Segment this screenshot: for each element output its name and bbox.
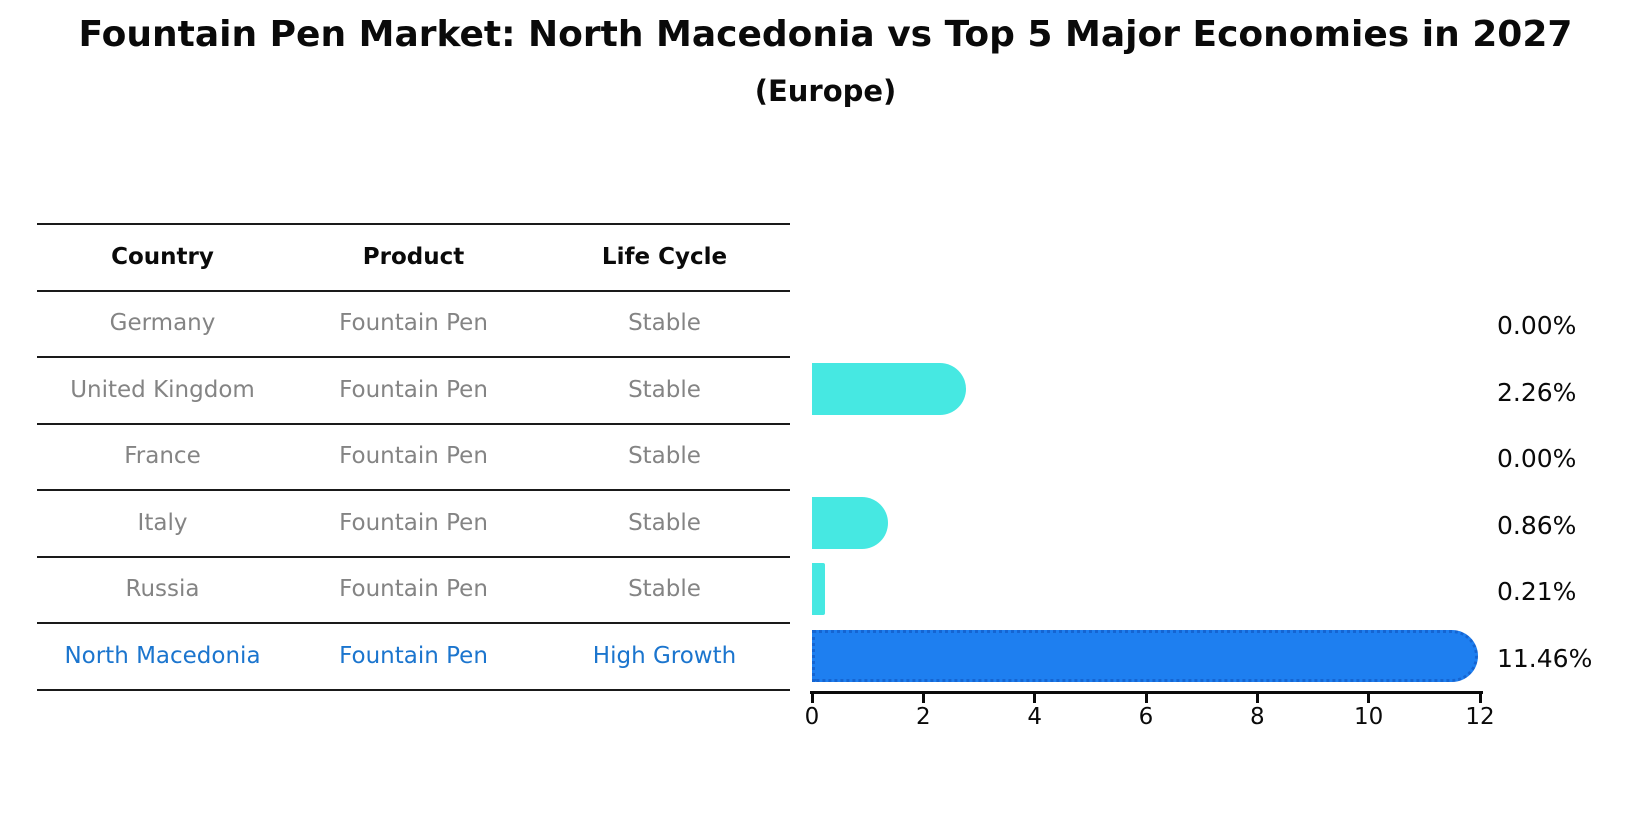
table-header-row: Country Product Life Cycle — [37, 223, 790, 290]
x-tick-label: 12 — [1465, 704, 1495, 730]
cell-country: France — [124, 443, 201, 470]
x-tick-mark — [1033, 694, 1037, 703]
x-tick-label: 10 — [1354, 704, 1384, 730]
bar-italy — [812, 496, 888, 549]
cell-life-cycle: Stable — [628, 576, 701, 603]
x-tick-mark — [810, 694, 814, 703]
value-label-united-kingdom: 2.26% — [1497, 378, 1577, 407]
x-tick-label: 4 — [1027, 704, 1042, 730]
cell-life-cycle: Stable — [628, 443, 701, 470]
x-tick-label: 6 — [1138, 704, 1154, 730]
cell-product: Fountain Pen — [339, 310, 488, 337]
table-row-france: France Fountain Pen Stable — [37, 422, 790, 490]
column-header-country: Country — [111, 243, 214, 270]
column-header-life-cycle: Life Cycle — [601, 243, 728, 270]
cell-country: United Kingdom — [70, 376, 255, 403]
cell-product: Fountain Pen — [339, 576, 488, 603]
bar-north-macedonia — [812, 629, 1478, 682]
x-tick-mark — [921, 694, 925, 703]
cell-life-cycle: Stable — [628, 376, 701, 403]
cell-country: Italy — [137, 509, 188, 536]
cell-country: North Macedonia — [64, 642, 261, 669]
bar-plot-area — [812, 223, 1480, 689]
x-axis-line — [810, 691, 1483, 694]
value-label-germany: 0.00% — [1497, 311, 1577, 340]
cell-product: Fountain Pen — [339, 642, 488, 669]
cell-product: Fountain Pen — [339, 443, 488, 470]
x-tick-mark — [1144, 694, 1148, 703]
bar-united-kingdom — [812, 363, 966, 416]
x-tick-label: 8 — [1250, 704, 1265, 730]
chart-subtitle: (Europe) — [754, 74, 897, 108]
x-tick-label: 0 — [804, 704, 820, 730]
cell-life-cycle: High Growth — [592, 642, 737, 669]
cell-country: Germany — [109, 310, 216, 337]
chart-title: Fountain Pen Market: North Macedonia vs … — [78, 14, 1573, 55]
table-row-united-kingdom: United Kingdom Fountain Pen Stable — [37, 356, 790, 423]
value-label-france: 0.00% — [1497, 444, 1577, 473]
bar-russia — [812, 563, 825, 616]
cell-life-cycle: Stable — [628, 509, 701, 536]
cell-product: Fountain Pen — [339, 509, 488, 536]
value-label-russia: 0.21% — [1497, 577, 1577, 606]
x-tick-label: 2 — [916, 704, 931, 730]
x-tick-mark — [1478, 694, 1482, 703]
cell-life-cycle: Stable — [628, 310, 701, 337]
country-table: Country Product Life Cycle Germany Fount… — [37, 223, 790, 691]
cell-product: Fountain Pen — [339, 376, 488, 403]
value-labels: 0.00% 2.26% 0.00% 0.86% 0.21% 11.46% — [1497, 223, 1647, 689]
x-tick-mark — [1367, 694, 1371, 703]
table-row-italy: Italy Fountain Pen Stable — [37, 489, 790, 556]
table-row-russia: Russia Fountain Pen Stable — [37, 555, 790, 623]
x-tick-mark — [1255, 694, 1259, 703]
value-label-italy: 0.86% — [1497, 511, 1577, 540]
value-label-north-macedonia: 11.46% — [1497, 644, 1593, 673]
cell-country: Russia — [125, 576, 200, 603]
table-row-north-macedonia: North Macedonia Fountain Pen High Growth — [37, 622, 790, 691]
table-row-germany: Germany Fountain Pen Stable — [37, 289, 790, 357]
column-header-product: Product — [362, 243, 465, 270]
